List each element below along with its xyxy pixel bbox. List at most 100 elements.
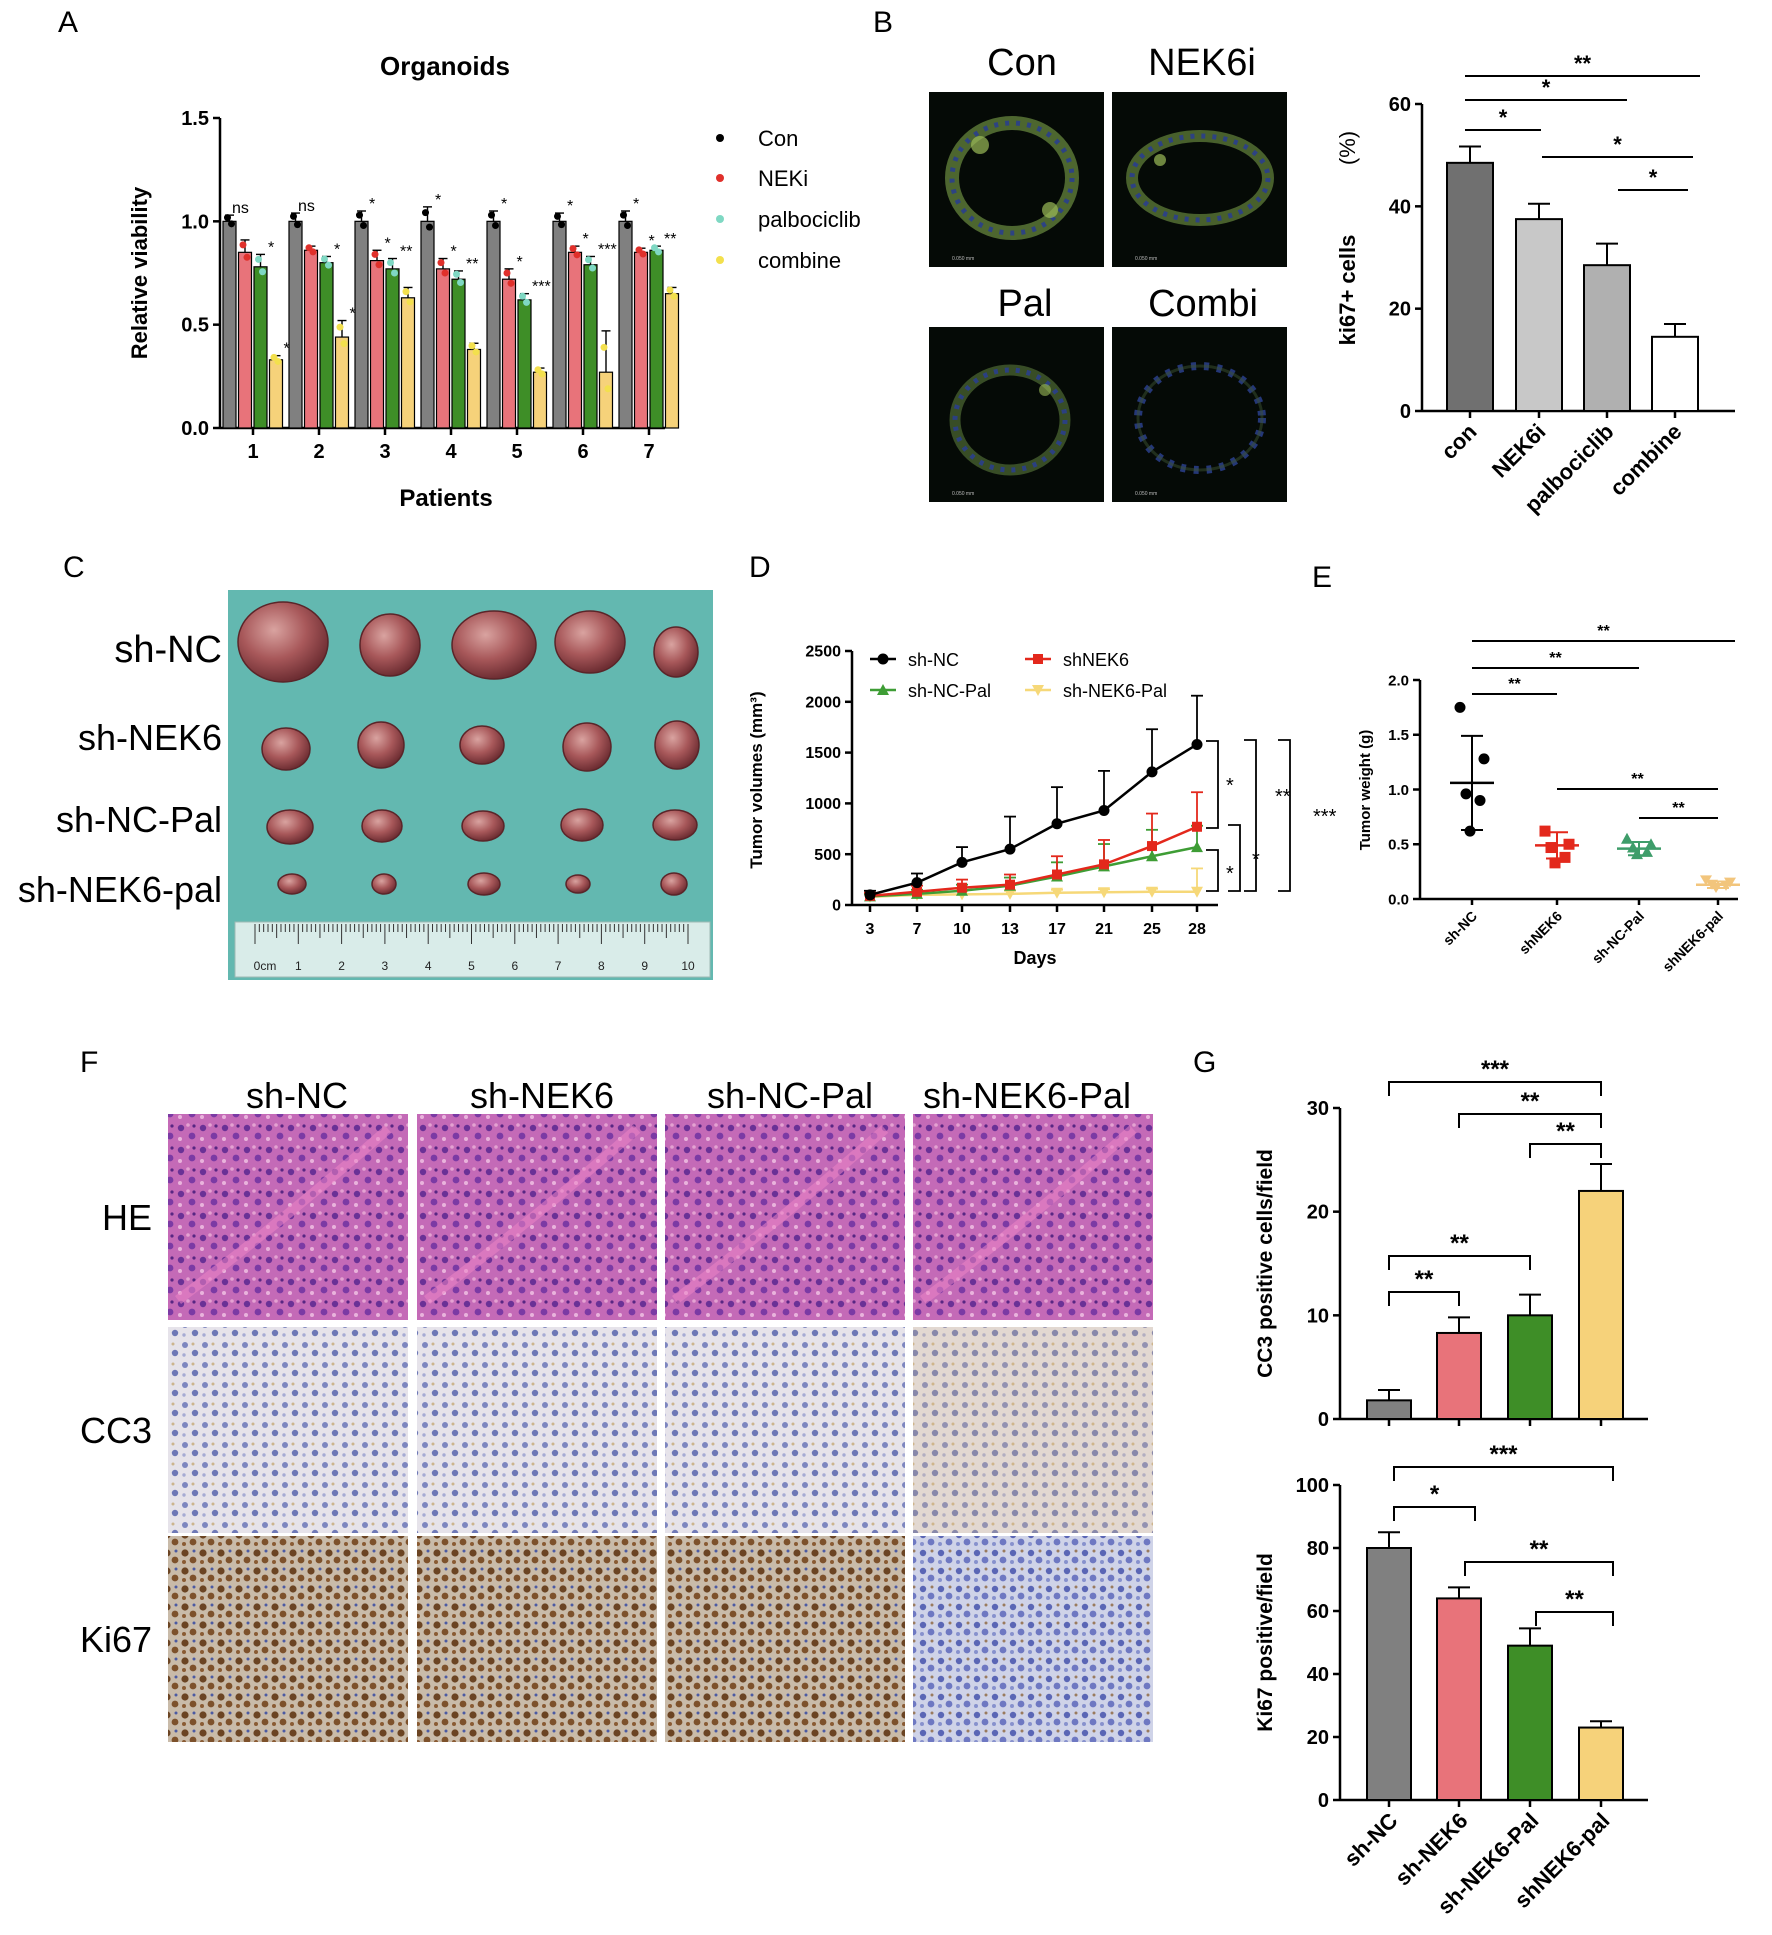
panel-d-y-tick-label: 2500 (805, 644, 841, 661)
tumor-row-label-sh-nc-pal: sh-NC-Pal (56, 799, 222, 840)
panel-e-significance-label: ** (1631, 771, 1644, 788)
panel-d-y-tick-label: 500 (814, 847, 841, 864)
panel-letter-c: C (63, 551, 85, 584)
x-tick-label: 3 (866, 921, 875, 938)
tumor-row-label-sh-nek6: sh-NEK6 (78, 717, 222, 758)
histology-column-label: sh-NC (246, 1075, 348, 1116)
bar-sh-nc (1366, 1547, 1412, 1801)
data-point (468, 342, 476, 350)
data-point (1099, 859, 1109, 870)
data-point (639, 250, 647, 258)
scale-bar-label: 0.050 mm (1135, 256, 1157, 262)
histology-image (913, 1327, 1153, 1533)
y-axis-label: Tumor weight (g) (1357, 730, 1374, 851)
y-axis-label: Relative viability (127, 186, 152, 359)
bar-neki (435, 268, 451, 429)
tumor-3 (266, 809, 314, 845)
data-point (290, 212, 297, 220)
data-point (1545, 842, 1557, 854)
ruler-label: 10 (681, 959, 695, 973)
x-tick-label: con (1436, 419, 1481, 464)
chartG1-y-tick-label: 30 (1307, 1098, 1329, 1120)
data-point (1004, 843, 1016, 855)
data-point (437, 259, 445, 267)
chartG1-significance-label: ** (1450, 1230, 1469, 1257)
significance-label: *** (1313, 806, 1337, 828)
tumor-2 (654, 720, 700, 770)
x-tick-label: sh-NC (1440, 908, 1480, 948)
data-point (1005, 879, 1015, 890)
data-point (1052, 869, 1062, 880)
data-point (585, 256, 592, 264)
data-point (1004, 888, 1016, 900)
ruler-label: 0cm (254, 959, 277, 973)
y-axis-unit: (%) (1335, 131, 1360, 165)
legend-label: shNEK6 (1063, 650, 1129, 670)
x-tick-label: 4 (445, 441, 457, 463)
scale-bar-label: 0.050 mm (1135, 491, 1157, 497)
tumor-1 (554, 610, 626, 674)
chartG2-y-tick-label: 0 (1318, 1790, 1329, 1812)
data-point (569, 245, 577, 253)
significance-label: *** (598, 241, 617, 258)
panel-f-histology: sh-NC sh-NEK6 sh-NC-Pal sh-NEK6-Pal HE CC3 Ki6… (80, 1075, 1153, 1742)
significance-label: ** (1275, 786, 1291, 808)
data-point (1051, 887, 1063, 899)
data-point (1454, 701, 1466, 713)
panel-d-y-tick-label: 0 (832, 898, 841, 915)
chartG1-significance-bracket (1388, 1255, 1531, 1270)
histology-image (168, 1327, 408, 1533)
tumor-2 (357, 721, 405, 769)
ruler-label: 5 (468, 959, 475, 973)
legend-marker-con (716, 134, 724, 142)
data-point (911, 877, 923, 889)
histology-row-label: CC3 (80, 1410, 152, 1451)
significance-label: * (633, 196, 639, 213)
histology-column-label: sh-NEK6-Pal (923, 1075, 1131, 1116)
significance-bracket (1206, 849, 1219, 892)
data-point (1146, 766, 1158, 778)
data-point (259, 268, 266, 276)
series-line-sh-nc (869, 743, 1198, 897)
stroma-band (423, 1125, 641, 1304)
panel-b-significance-label: * (1499, 105, 1508, 130)
x-tick-label: 28 (1188, 921, 1206, 938)
significance-label: ns (298, 198, 315, 215)
data-point (558, 221, 565, 229)
significance-label: * (649, 233, 655, 250)
data-point (912, 886, 922, 897)
data-point (1192, 821, 1202, 832)
chartG1-significance-bracket (1458, 1113, 1602, 1128)
series-line-sh-nc-pal (869, 845, 1198, 898)
panel-b-y-tick-label: 0 (1400, 401, 1411, 423)
x-tick-label: sh-NC (1339, 1808, 1403, 1872)
significance-label: ** (664, 231, 676, 248)
data-point (457, 279, 464, 287)
significance-label: ns (232, 200, 249, 217)
data-point (426, 223, 433, 231)
tumor-row-label-sh-nek6-pal: sh-NEK6-pal (18, 869, 222, 910)
data-point (406, 298, 414, 306)
panel-b-y-tick-label: 20 (1389, 299, 1411, 321)
data-point (422, 209, 429, 217)
histology-row-label: HE (102, 1197, 152, 1238)
data-point (309, 248, 317, 256)
legend-label: sh-NC-Pal (908, 681, 991, 701)
data-point (1098, 887, 1110, 899)
bar-con (486, 220, 501, 429)
data-point (375, 261, 383, 269)
x-tick-label: 7 (643, 441, 654, 463)
chartG1-y-tick-label: 10 (1307, 1305, 1329, 1327)
bar-palbociclib (253, 266, 268, 429)
data-point (1191, 738, 1203, 750)
x-tick-label: 2 (313, 441, 324, 463)
x-tick-label: 3 (379, 441, 390, 463)
chartG2-y-tick-label: 80 (1307, 1538, 1329, 1560)
data-point (441, 269, 449, 277)
panel-b-y-tick-label: 60 (1389, 94, 1411, 116)
significance-label: * (268, 239, 274, 256)
bar-palbociclib (385, 268, 400, 429)
bar-palbociclib (649, 249, 664, 429)
